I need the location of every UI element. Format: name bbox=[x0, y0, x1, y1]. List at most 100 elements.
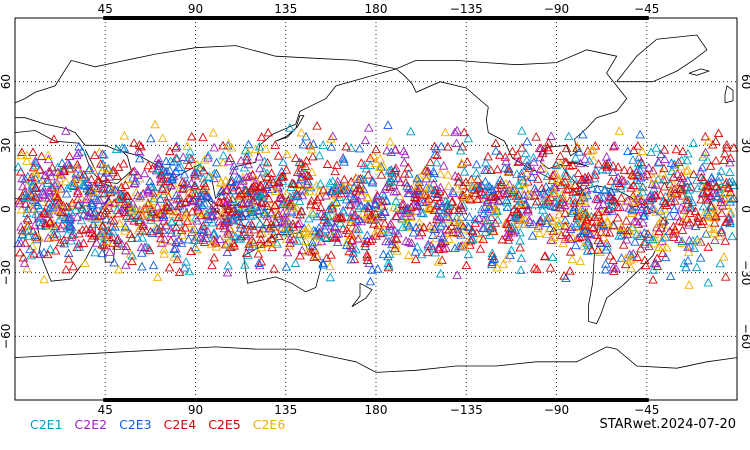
observation-marker bbox=[562, 184, 572, 194]
observation-marker bbox=[560, 176, 570, 186]
observation-marker bbox=[64, 220, 75, 229]
observation-marker bbox=[326, 250, 336, 259]
observation-marker bbox=[199, 178, 209, 187]
observation-marker bbox=[266, 219, 276, 229]
observation-marker bbox=[371, 194, 381, 204]
observation-marker bbox=[239, 190, 250, 200]
observation-marker bbox=[88, 219, 99, 229]
observation-marker bbox=[216, 191, 227, 201]
observation-marker bbox=[383, 258, 394, 267]
observation-marker bbox=[408, 227, 419, 237]
coastline-segment bbox=[616, 34, 708, 83]
observation-marker bbox=[502, 253, 512, 263]
observation-marker bbox=[94, 199, 104, 209]
observation-marker bbox=[551, 169, 562, 178]
observation-marker bbox=[262, 172, 273, 182]
observation-marker bbox=[80, 258, 90, 267]
observation-marker bbox=[474, 182, 485, 191]
observation-marker bbox=[648, 274, 658, 284]
observation-marker bbox=[703, 277, 713, 287]
observation-marker bbox=[362, 230, 373, 240]
observation-marker bbox=[81, 194, 92, 203]
observation-marker bbox=[658, 216, 668, 226]
observation-marker bbox=[601, 227, 611, 236]
observation-marker bbox=[178, 152, 188, 161]
observation-marker bbox=[696, 172, 707, 181]
observation-marker bbox=[253, 248, 264, 258]
observation-marker bbox=[13, 238, 23, 248]
observation-marker bbox=[62, 183, 73, 193]
observation-marker bbox=[676, 171, 687, 180]
observation-marker bbox=[304, 213, 314, 223]
observation-marker bbox=[432, 150, 442, 160]
observation-marker bbox=[633, 219, 644, 228]
observation-marker bbox=[567, 254, 577, 264]
observation-marker bbox=[591, 194, 601, 203]
observation-marker bbox=[483, 151, 493, 161]
observation-marker bbox=[362, 193, 373, 202]
observation-marker bbox=[318, 184, 329, 194]
observation-marker bbox=[410, 247, 421, 256]
observation-marker bbox=[176, 198, 186, 207]
observation-marker bbox=[203, 172, 214, 181]
observation-marker bbox=[506, 245, 517, 254]
observation-marker bbox=[120, 180, 131, 189]
observation-marker bbox=[120, 221, 131, 231]
observation-marker bbox=[113, 208, 124, 218]
observation-marker bbox=[43, 150, 53, 159]
observation-marker bbox=[359, 175, 370, 184]
observation-marker bbox=[570, 180, 580, 190]
observation-marker bbox=[34, 233, 44, 242]
observation-marker bbox=[487, 251, 498, 260]
observation-marker bbox=[43, 154, 54, 164]
observation-marker bbox=[287, 207, 297, 217]
observation-marker bbox=[354, 214, 364, 223]
observation-marker bbox=[397, 199, 407, 209]
observation-marker bbox=[23, 231, 34, 240]
observation-marker bbox=[307, 241, 318, 251]
observation-marker bbox=[383, 251, 393, 261]
observation-marker bbox=[53, 205, 64, 215]
observation-marker bbox=[346, 212, 356, 222]
observation-marker bbox=[198, 221, 209, 230]
observation-marker bbox=[27, 203, 37, 213]
observation-marker bbox=[331, 181, 341, 190]
observation-marker bbox=[406, 238, 417, 247]
observation-marker bbox=[255, 218, 265, 228]
observation-marker bbox=[517, 143, 527, 152]
coastline-segment bbox=[275, 115, 305, 142]
legend-item-c2e1: C2E1 bbox=[30, 417, 63, 432]
observation-marker bbox=[208, 210, 218, 220]
observation-marker bbox=[255, 228, 266, 238]
observation-marker bbox=[61, 188, 72, 198]
observation-marker bbox=[706, 173, 717, 182]
observation-marker bbox=[474, 213, 484, 222]
observation-marker bbox=[680, 183, 691, 192]
observation-marker bbox=[404, 188, 415, 198]
observation-marker bbox=[354, 183, 365, 193]
observation-marker bbox=[720, 236, 731, 245]
observation-marker bbox=[502, 202, 513, 211]
observation-marker bbox=[622, 229, 633, 239]
observation-marker bbox=[285, 234, 295, 243]
observation-marker bbox=[198, 132, 208, 142]
observation-marker bbox=[325, 261, 335, 271]
observation-marker bbox=[569, 198, 580, 207]
observation-marker bbox=[492, 183, 503, 192]
observation-marker bbox=[262, 157, 273, 167]
observation-marker bbox=[72, 188, 83, 198]
observation-marker bbox=[251, 181, 261, 190]
observation-marker bbox=[539, 251, 550, 261]
observation-marker bbox=[392, 246, 402, 255]
observation-marker bbox=[204, 207, 215, 216]
observation-marker bbox=[123, 213, 134, 222]
observation-marker bbox=[608, 167, 618, 177]
observation-marker bbox=[588, 222, 599, 231]
observation-marker bbox=[371, 144, 381, 154]
observation-marker bbox=[270, 217, 281, 226]
observation-marker bbox=[195, 163, 205, 172]
observation-marker bbox=[28, 193, 39, 202]
observation-marker bbox=[598, 232, 609, 242]
observation-marker bbox=[240, 208, 251, 217]
observation-marker bbox=[106, 215, 116, 225]
